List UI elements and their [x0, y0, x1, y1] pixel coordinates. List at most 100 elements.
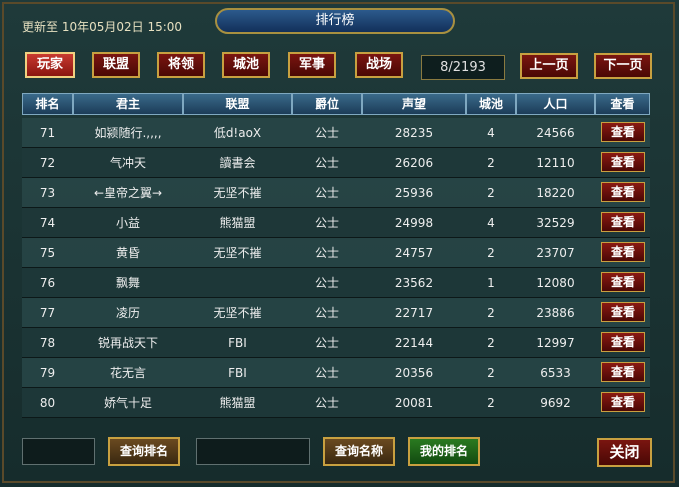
cell: 无坚不摧 — [213, 246, 262, 260]
tab[interactable]: 将领 — [157, 52, 205, 78]
column-header: 城池 — [466, 93, 516, 115]
action-cell: 查看 — [595, 268, 650, 298]
tab[interactable]: 玩家 — [25, 52, 75, 78]
cell: 23707 — [536, 246, 575, 260]
cell: 2 — [487, 156, 495, 170]
cell: 公士 — [314, 186, 339, 200]
action-cell: 查看 — [595, 208, 650, 238]
table-row: 73 ←皇帝之翼→ 无坚不摧 公士 25936 2 18220 查看 — [22, 178, 650, 208]
cell: 4 — [487, 216, 495, 230]
prev-button[interactable]: 上一页 — [520, 53, 578, 79]
cell: 锐再战天下 — [97, 336, 158, 350]
update-time: 更新至 10年05月02日 15:00 — [22, 20, 183, 34]
table-row: 74 小益 熊猫盟 公士 24998 4 32529 查看 — [22, 208, 650, 238]
cell: 80 — [39, 396, 56, 410]
cell: 23562 — [394, 276, 434, 290]
view-button[interactable]: 查看 — [601, 122, 645, 142]
cell: 凌历 — [115, 306, 140, 320]
cell: 娇气十足 — [103, 396, 152, 410]
table-row: 76 飘舞 公士 23562 1 12080 查看 — [22, 268, 650, 298]
view-button[interactable]: 查看 — [601, 212, 645, 232]
table-row: 71 如颍随行.,,,, 低d!aoX 公士 28235 4 24566 查看 — [22, 118, 650, 148]
cell: 公士 — [314, 126, 339, 140]
search-name-button[interactable]: 查询名称 — [323, 437, 395, 466]
cell: 2 — [487, 306, 495, 320]
cell: 无坚不摧 — [213, 306, 262, 320]
cell: 24566 — [536, 126, 575, 140]
cell: ←皇帝之翼→ — [93, 186, 163, 200]
close-button[interactable]: 关闭 — [597, 438, 652, 467]
action-cell: 查看 — [595, 358, 650, 388]
column-header: 查看 — [595, 93, 650, 115]
window-title: 排行榜 — [215, 8, 455, 34]
cell: 2 — [487, 396, 495, 410]
tab[interactable]: 战场 — [355, 52, 403, 78]
cell: 公士 — [314, 336, 339, 350]
cell: 25936 — [394, 186, 434, 200]
cell: 73 — [39, 186, 56, 200]
cell: 如颍随行.,,,, — [94, 126, 162, 140]
cell: 飘舞 — [115, 276, 140, 290]
cell: 气冲天 — [109, 156, 146, 170]
cell: 公士 — [314, 216, 339, 230]
cell: 76 — [39, 276, 56, 290]
cell: 71 — [39, 126, 56, 140]
cell: 22717 — [394, 306, 434, 320]
view-button[interactable]: 查看 — [601, 242, 645, 262]
cell: 20356 — [394, 366, 434, 380]
view-button[interactable]: 查看 — [601, 182, 645, 202]
header-row: 排名 君主 联盟 爵位 声望 城池 人口 查看 — [22, 93, 650, 117]
view-button[interactable]: 查看 — [601, 392, 645, 412]
cell: 24998 — [394, 216, 434, 230]
column-header: 君主 — [73, 93, 183, 115]
cell: 2 — [487, 246, 495, 260]
table-row: 77 凌历 无坚不摧 公士 22717 2 23886 查看 — [22, 298, 650, 328]
view-button[interactable]: 查看 — [601, 362, 645, 382]
tab[interactable]: 联盟 — [92, 52, 140, 78]
cell: 2 — [487, 366, 495, 380]
action-cell: 查看 — [595, 238, 650, 268]
cell: 熊猫盟 — [219, 216, 256, 230]
table-row: 79 花无言 FBI 公士 20356 2 6533 查看 — [22, 358, 650, 388]
view-button[interactable]: 查看 — [601, 302, 645, 322]
cell: 32529 — [536, 216, 575, 230]
cell: 公士 — [314, 246, 339, 260]
cell: 74 — [39, 216, 56, 230]
view-button[interactable]: 查看 — [601, 332, 645, 352]
tab[interactable]: 军事 — [288, 52, 336, 78]
table-row: 78 锐再战天下 FBI 公士 22144 2 12997 查看 — [22, 328, 650, 358]
cell: 6533 — [540, 366, 571, 380]
cell: FBI — [228, 336, 247, 350]
tab[interactable]: 城池 — [222, 52, 270, 78]
cell: 28235 — [394, 126, 434, 140]
view-button[interactable]: 查看 — [601, 272, 645, 292]
my-rank-button[interactable]: 我的排名 — [408, 437, 480, 466]
cell: 77 — [39, 306, 56, 320]
cell: 20081 — [394, 396, 434, 410]
name-input[interactable] — [196, 438, 310, 465]
search-rank-button[interactable]: 查询排名 — [108, 437, 180, 466]
view-button[interactable]: 查看 — [601, 152, 645, 172]
cell: 无坚不摧 — [213, 186, 262, 200]
cell: 1 — [487, 276, 495, 290]
cell: 低d!aoX — [213, 126, 262, 140]
action-cell: 查看 — [595, 328, 650, 358]
cell: 黄昏 — [115, 246, 140, 260]
rank-input[interactable] — [22, 438, 95, 465]
cell: 24757 — [394, 246, 434, 260]
table-row: 80 娇气十足 熊猫盟 公士 20081 2 9692 查看 — [22, 388, 650, 418]
cell: 79 — [39, 366, 56, 380]
next-button[interactable]: 下一页 — [594, 53, 652, 79]
cell: 18220 — [536, 186, 575, 200]
cell: 花无言 — [109, 366, 146, 380]
cell: 小益 — [115, 216, 140, 230]
cell: 22144 — [394, 336, 434, 350]
cell: 72 — [39, 156, 56, 170]
cell: 公士 — [314, 156, 339, 170]
action-cell: 查看 — [595, 178, 650, 208]
column-header: 联盟 — [183, 93, 292, 115]
cell: 公士 — [314, 306, 339, 320]
table-row: 75 黄昏 无坚不摧 公士 24757 2 23707 查看 — [22, 238, 650, 268]
cell: 熊猫盟 — [219, 396, 256, 410]
